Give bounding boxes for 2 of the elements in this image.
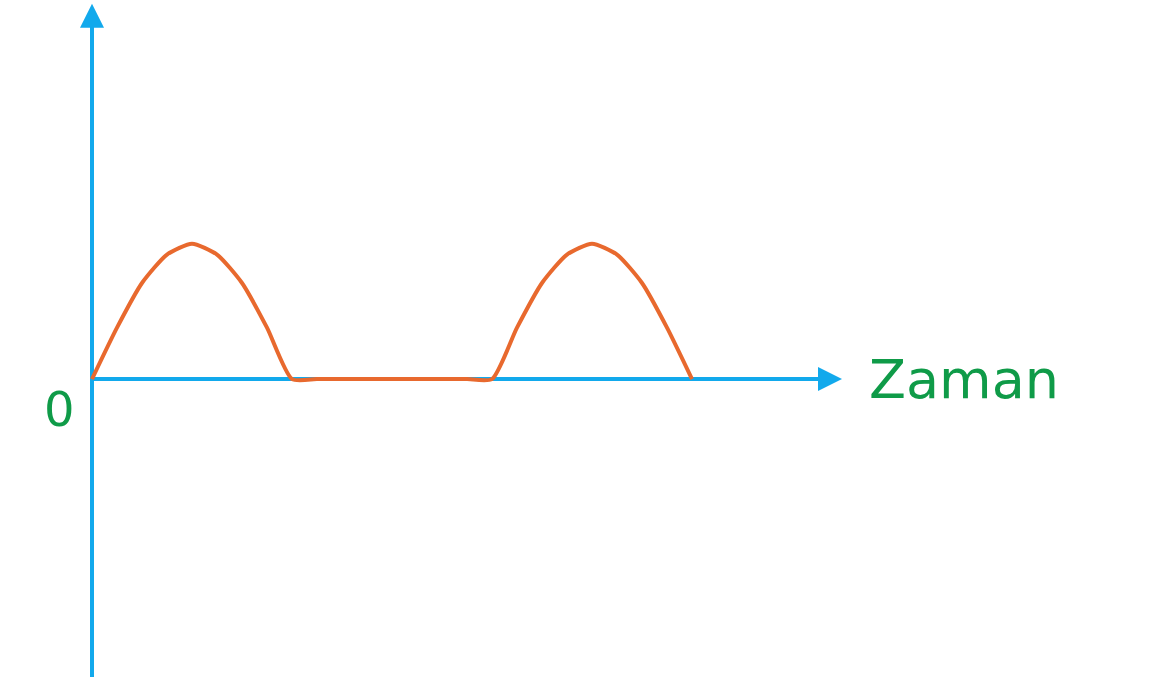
x-axis-title: Zaman	[869, 348, 1060, 411]
text: 0	[44, 381, 75, 437]
